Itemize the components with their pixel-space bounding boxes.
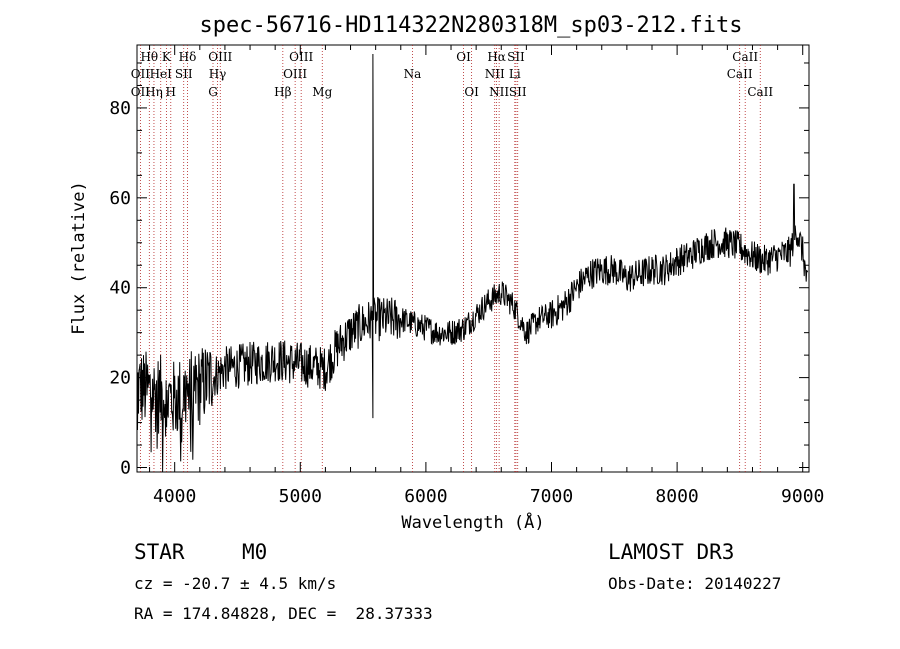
line-label: Li (509, 67, 521, 81)
spectrum-trace (136, 53, 809, 473)
x-tick-label: 6000 (404, 486, 447, 507)
line-label: SII (507, 50, 525, 64)
line-label: Mg (312, 85, 332, 99)
line-label: NII (485, 67, 505, 81)
line-label: SII (509, 85, 527, 99)
line-label: H (166, 85, 176, 99)
y-tick-label: 40 (109, 278, 131, 299)
line-label: OII (131, 85, 151, 99)
y-tick-label: 0 (120, 458, 131, 479)
line-label: OIII (289, 50, 313, 64)
x-tick-label: 9000 (781, 486, 824, 507)
line-label: SII (175, 67, 193, 81)
line-label: NII (489, 85, 509, 99)
survey-name: LAMOST DR3 (608, 540, 735, 564)
line-label: G (208, 85, 218, 99)
line-label: OI (464, 85, 479, 99)
line-label: Hγ (209, 67, 227, 81)
line-label: OII (131, 67, 151, 81)
observation-date: Obs-Date: 20140227 (608, 574, 782, 593)
line-label: Hη (145, 85, 163, 99)
x-tick-label: 4000 (153, 486, 196, 507)
y-tick-label: 60 (109, 188, 131, 209)
line-label: OIII (208, 50, 232, 64)
x-tick-label: 7000 (530, 486, 573, 507)
object-class: STAR (134, 540, 185, 564)
plot-frame (136, 44, 810, 473)
y-axis-label: Flux (relative) (69, 181, 89, 335)
line-label: HeI (150, 67, 173, 81)
x-axis-ticks: 4000 5000 6000 7000 8000 9000 (149, 45, 824, 507)
spectral-line-markers (139, 45, 761, 472)
y-axis-ticks: 0 20 40 60 80 (109, 62, 809, 479)
line-label: Na (404, 67, 422, 81)
x-tick-label: 8000 (655, 486, 698, 507)
y-tick-label: 80 (109, 98, 131, 119)
x-tick-label: 5000 (279, 486, 322, 507)
line-label: Hθ (140, 50, 158, 64)
line-label: Hα (487, 50, 506, 64)
object-subclass: M0 (242, 540, 268, 564)
chart-title: spec-56716-HD114322N280318M_sp03-212.fit… (199, 13, 742, 38)
redshift-cz: cz = -20.7 ± 4.5 km/s (134, 574, 337, 593)
line-label: Hβ (274, 85, 291, 99)
y-tick-label: 20 (109, 368, 131, 389)
line-label: CaII (747, 85, 773, 99)
line-label: CaII (732, 50, 758, 64)
line-label: OIII (283, 67, 307, 81)
line-label: K (162, 50, 172, 64)
line-label: CaII (727, 67, 753, 81)
coordinates: RA = 174.84828, DEC = 28.37333 (134, 604, 433, 623)
x-axis-label: Wavelength (Å) (401, 511, 544, 533)
line-label: OI (456, 50, 471, 64)
line-label: Hδ (179, 50, 197, 64)
